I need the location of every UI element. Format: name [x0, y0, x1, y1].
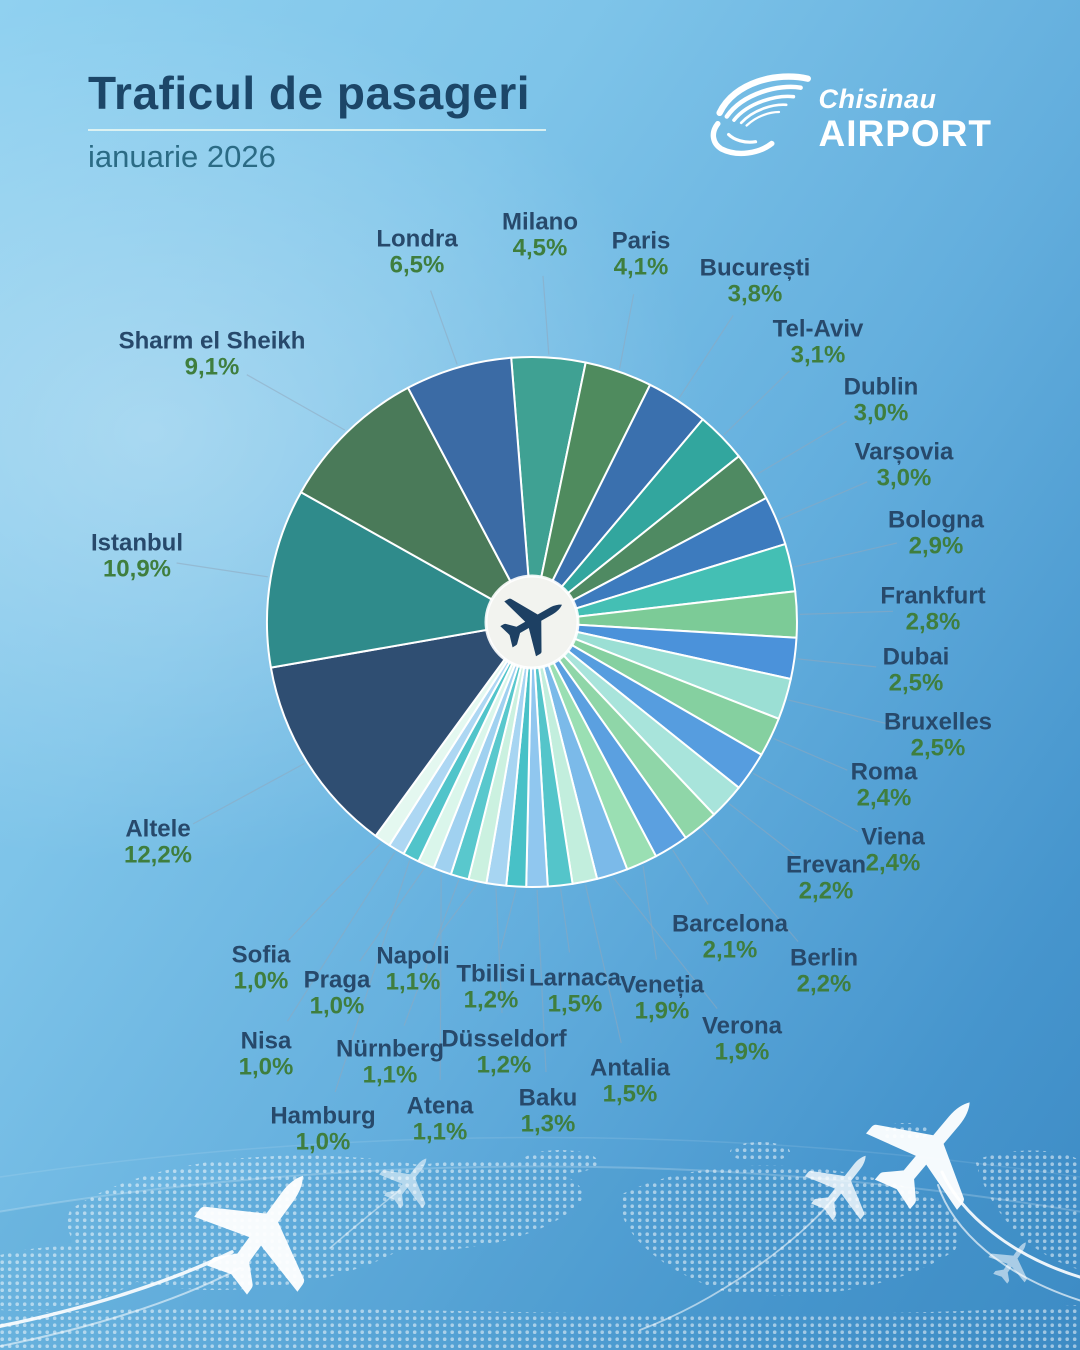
leader-line	[560, 888, 571, 953]
leader-line	[678, 315, 734, 399]
leader-line	[612, 877, 718, 1009]
leader-line	[286, 851, 396, 1022]
leader-line	[797, 658, 877, 668]
leader-line	[192, 762, 305, 825]
pie-slice-altele	[269, 621, 533, 837]
page-title: Traficul de pasageri	[88, 67, 531, 119]
leader-line	[779, 481, 868, 520]
logo-text: Chisinau AIRPORT	[819, 84, 993, 155]
pie-slice-londra	[407, 356, 533, 623]
leader-line	[642, 865, 657, 960]
leader-line	[701, 828, 799, 942]
contrails	[0, 1170, 1080, 1348]
leader-line	[334, 860, 411, 1093]
leader-line	[536, 889, 547, 1073]
leader-line	[755, 420, 847, 476]
leader-line	[773, 737, 848, 771]
leader-line	[542, 275, 550, 355]
leader-line	[500, 889, 517, 950]
leader-line	[584, 884, 622, 1044]
leader-line	[799, 610, 894, 615]
logo-brand-caps: AIRPORT	[818, 113, 992, 154]
leader-line	[176, 562, 268, 578]
leader-line	[246, 374, 346, 431]
leader-line	[728, 803, 795, 855]
pie-slice-istanbul	[266, 491, 533, 669]
leader-line	[430, 290, 458, 365]
header: Traficul de pasageri ianuarie 2026	[88, 66, 546, 175]
airport-logo: Chisinau AIRPORT	[707, 62, 993, 160]
logo-brand-script: Chisinau	[818, 84, 937, 114]
leader-line	[403, 879, 460, 1026]
leader-line	[288, 842, 382, 941]
leader-line	[495, 887, 503, 1014]
leader-line	[752, 772, 859, 833]
leader-line	[619, 294, 635, 369]
leader-line	[436, 883, 478, 939]
subtitle: ianuarie 2026	[88, 139, 276, 174]
title-underline	[88, 129, 546, 131]
pie-slice-sharm-el-sheikh	[300, 386, 533, 623]
leader-line	[788, 699, 900, 728]
wing-hand-emblem-icon	[710, 73, 811, 157]
leader-line	[439, 874, 442, 1081]
leader-line	[794, 542, 898, 568]
leader-line	[723, 370, 790, 436]
map-continents	[0, 1123, 1080, 1350]
leader-line	[672, 849, 709, 905]
